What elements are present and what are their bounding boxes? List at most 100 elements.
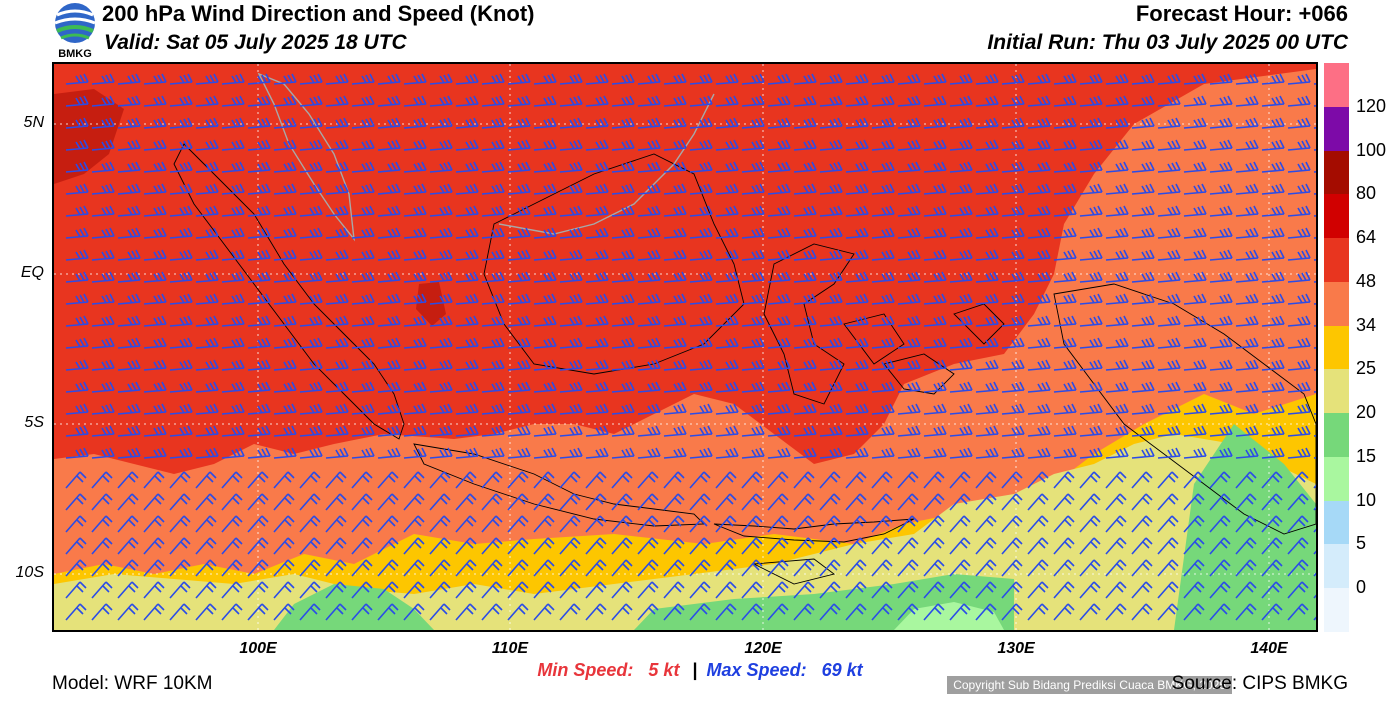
wind-barb	[1287, 139, 1311, 151]
wind-barb	[845, 493, 867, 511]
wind-barb	[1105, 161, 1129, 173]
wind-barb	[1053, 559, 1075, 577]
wind-barb	[1261, 359, 1285, 371]
wind-barb	[169, 493, 191, 511]
wind-barb	[481, 117, 505, 129]
lat-label-5s: 5S	[24, 414, 44, 431]
wind-barb	[1079, 161, 1103, 173]
wind-barb	[221, 471, 243, 489]
wind-barb	[299, 73, 323, 85]
wind-barb	[715, 471, 737, 489]
wind-barb	[897, 183, 921, 195]
wind-barb	[923, 95, 947, 107]
wind-barb	[1079, 117, 1103, 129]
wind-barb	[481, 293, 505, 305]
wind-barb	[533, 73, 557, 85]
wind-barb	[117, 73, 141, 85]
wind-barb	[533, 447, 557, 459]
wind-barb	[273, 447, 297, 459]
wind-barb	[1105, 183, 1129, 195]
wind-barb	[377, 337, 401, 349]
wind-barb	[351, 559, 373, 577]
wind-barb	[819, 537, 841, 555]
wind-barb	[637, 403, 661, 415]
wind-barb	[1105, 425, 1129, 437]
wind-barb	[741, 537, 763, 555]
wind-barb	[793, 183, 817, 195]
wind-barb	[1157, 381, 1181, 393]
wind-barb	[325, 183, 349, 195]
wind-barb	[455, 447, 479, 459]
wind-barb	[1027, 559, 1049, 577]
wind-barb	[897, 515, 919, 533]
wind-barb	[767, 73, 791, 85]
bmkg-globe-icon	[54, 3, 96, 43]
wind-barb	[559, 139, 583, 151]
wind-barb	[169, 227, 193, 239]
wind-barb	[923, 425, 947, 437]
wind-barb	[1183, 425, 1207, 437]
wind-barb	[507, 603, 529, 621]
wind-barb	[1183, 447, 1207, 459]
wind-barb	[143, 95, 167, 107]
wind-barb	[403, 205, 427, 217]
wind-barb	[325, 337, 349, 349]
wind-barb	[1261, 337, 1285, 349]
wind-barb	[65, 515, 87, 533]
wind-barb	[767, 249, 791, 261]
logo-text: BMKG	[58, 48, 92, 60]
wind-barb	[871, 95, 895, 107]
wind-barb	[793, 425, 817, 437]
wind-barb	[975, 73, 999, 85]
wind-barb	[117, 227, 141, 239]
wind-barb	[1209, 359, 1233, 371]
wind-barb	[1235, 95, 1259, 107]
wind-barb	[247, 471, 269, 489]
max-speed-label: Max Speed:	[706, 660, 807, 680]
wind-barb	[559, 537, 581, 555]
wind-barb	[871, 537, 893, 555]
wind-barb	[1261, 403, 1285, 415]
wind-barb	[507, 117, 531, 129]
wind-barb	[403, 537, 425, 555]
wind-barb	[273, 139, 297, 151]
wind-barb	[611, 425, 635, 437]
wind-barb	[1157, 471, 1179, 489]
wind-barb	[1157, 227, 1181, 239]
wind-barb	[767, 139, 791, 151]
wind-barb	[741, 73, 765, 85]
wind-barb	[429, 381, 453, 393]
wind-barb	[637, 95, 661, 107]
wind-barb	[845, 293, 869, 305]
wind-barb	[507, 381, 531, 393]
wind-barb	[351, 271, 375, 283]
wind-barb	[117, 249, 141, 261]
wind-barb	[117, 493, 139, 511]
wind-barb	[663, 205, 687, 217]
wind-barb	[871, 205, 895, 217]
wind-barb	[481, 471, 503, 489]
wind-barb	[195, 381, 219, 393]
wind-barb	[1105, 493, 1127, 511]
wind-barb	[1183, 271, 1207, 283]
wind-barb	[949, 95, 973, 107]
wind-barb	[1287, 337, 1311, 349]
wind-barb	[767, 515, 789, 533]
wind-barb	[273, 183, 297, 195]
wind-barb	[91, 359, 115, 371]
wind-barb	[559, 337, 583, 349]
wind-barb	[403, 447, 427, 459]
wind-barb	[819, 581, 841, 599]
wind-barb	[585, 315, 609, 327]
wind-barb	[273, 249, 297, 261]
wind-barb	[793, 161, 817, 173]
wind-barb	[1079, 471, 1101, 489]
wind-barb	[767, 559, 789, 577]
wind-barb	[299, 293, 323, 305]
wind-barb	[897, 425, 921, 437]
wind-barb	[403, 293, 427, 305]
wind-barb	[585, 581, 607, 599]
wind-barb	[169, 73, 193, 85]
wind-barb	[585, 73, 609, 85]
wind-barb	[1053, 73, 1077, 85]
